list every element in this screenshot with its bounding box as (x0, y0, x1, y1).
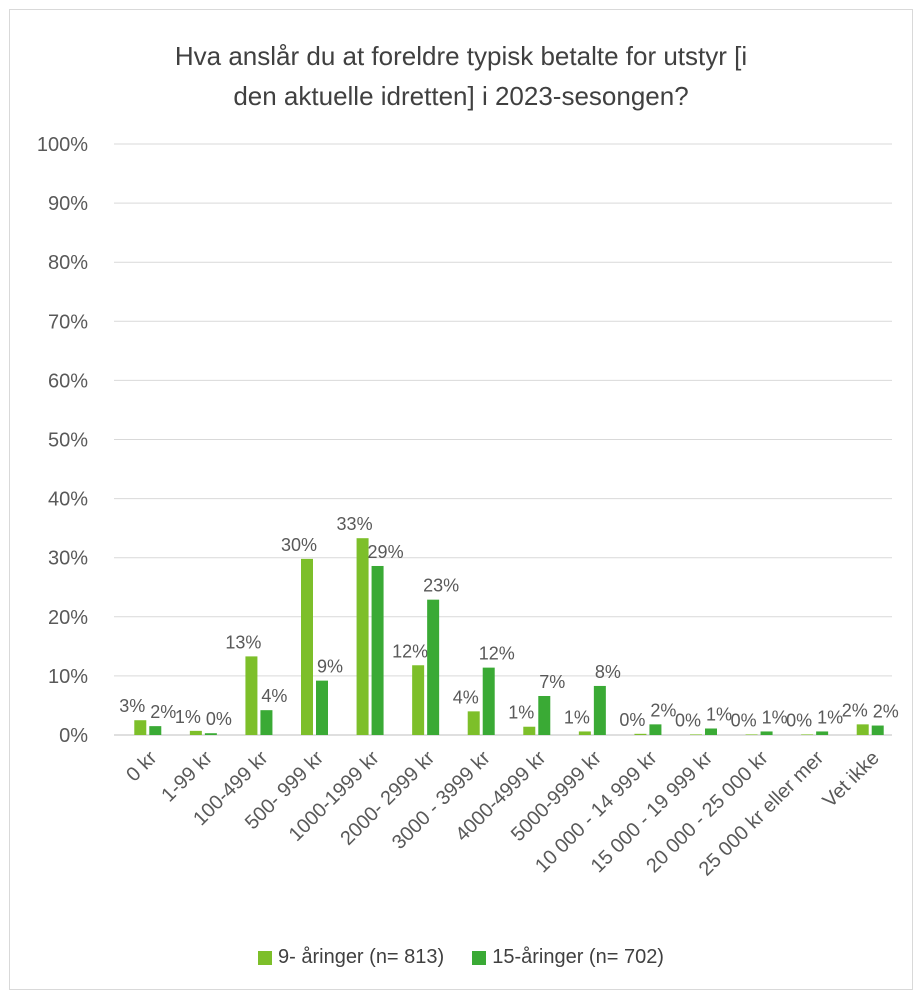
bar-series-2 (593, 685, 606, 735)
data-label-series-1: 1% (508, 703, 534, 723)
chart-plot-area: 0%10%20%30%40%50%60%70%80%90%100%3% 2%0 k… (37, 134, 899, 880)
data-label-series-2: 1% (817, 707, 843, 727)
bar-series-1 (412, 665, 425, 735)
bar-series-1 (245, 656, 258, 735)
bar-series-1 (856, 724, 869, 735)
bar-series-2 (204, 733, 217, 735)
bar-series-1 (634, 733, 647, 735)
y-tick-label: 80% (48, 252, 88, 274)
bar-series-1 (301, 558, 313, 735)
chart-title-line-2: den aktuelle idretten] i 2023-sesongen? (233, 81, 689, 111)
bar-series-1 (578, 731, 591, 735)
data-label-series-2: 2% (150, 702, 176, 722)
data-label-series-2: 23% (423, 576, 459, 596)
data-label-series-2: 8% (595, 662, 621, 682)
y-tick-label: 0% (59, 725, 88, 747)
bar-series-2 (371, 565, 384, 735)
y-tick-label: 30% (48, 548, 88, 570)
bar-series-1 (467, 711, 480, 735)
data-label-series-1: 0% (786, 710, 812, 730)
y-tick-label: 60% (48, 370, 88, 392)
x-tick-label: Vet ikke (819, 747, 884, 812)
bar-series-2 (705, 728, 717, 735)
bar-series-1 (690, 734, 702, 735)
data-label-series-2: 2% (873, 702, 899, 722)
x-tick-label: 3000 - 3999 kr (388, 747, 495, 854)
data-label-series-1: 33% (337, 514, 373, 534)
chart-title-line-1: Hva anslår du at foreldre typisk betalte… (174, 41, 748, 71)
data-label-series-1: 30% (281, 535, 317, 555)
bar-series-1 (356, 538, 369, 735)
data-label-series-1: 12% (392, 641, 428, 661)
bar-series-2 (538, 695, 551, 735)
bar-series-1 (523, 726, 536, 735)
data-label-series-1: 0% (675, 710, 701, 730)
data-label-series-2: 0% (206, 709, 232, 729)
data-label-series-2: 4% (261, 686, 287, 706)
y-tick-label: 10% (48, 666, 88, 688)
data-label-series-2: 2% (650, 700, 676, 720)
data-label-series-1: 2% (842, 700, 868, 720)
data-label-series-2: 12% (479, 644, 515, 664)
bar-series-1 (801, 734, 814, 735)
legend-label-series-1: 9- åringer (n= 813) (278, 946, 445, 968)
bar-series-2 (649, 724, 662, 735)
bar-series-2 (760, 731, 773, 735)
data-label-series-2: 7% (539, 672, 565, 692)
legend-item-series-1: 9- åringer (n= 813) (258, 946, 444, 969)
legend-item-series-2: 15-åringer (n= 702) (472, 946, 664, 969)
legend-label-series-2: 15-åringer (n= 702) (492, 946, 664, 968)
data-label-series-2: 1% (762, 707, 788, 727)
bar-series-2 (149, 726, 162, 735)
y-tick-label: 100% (37, 134, 88, 156)
bar-series-2 (260, 710, 273, 735)
data-label-series-1: 0% (731, 710, 757, 730)
chart-frame (9, 9, 913, 990)
bar-series-1 (745, 734, 758, 735)
chart-legend: 9- åringer (n= 813) 15-åringer (n= 702) (0, 946, 922, 969)
data-label-series-2: 9% (317, 657, 343, 677)
legend-swatch-series-1 (258, 950, 272, 965)
data-label-series-1: 3% (119, 696, 145, 716)
bar-series-2 (427, 599, 440, 735)
data-label-series-1: 13% (225, 632, 261, 652)
y-tick-label: 40% (48, 489, 88, 511)
y-tick-label: 50% (48, 430, 88, 452)
bar-series-2 (316, 680, 328, 735)
y-tick-label: 70% (48, 311, 88, 333)
data-label-series-2: 1% (706, 704, 732, 724)
bar-series-2 (482, 667, 495, 735)
bar-series-1 (189, 730, 202, 735)
data-label-series-1: 1% (564, 707, 590, 727)
data-label-series-1: 1% (175, 707, 201, 727)
data-label-series-1: 0% (619, 710, 645, 730)
bar-series-2 (816, 731, 829, 735)
data-label-series-1: 4% (453, 687, 479, 707)
x-tick-label: 0 kr (122, 747, 161, 786)
legend-swatch-series-2 (472, 950, 487, 965)
chart-title: Hva anslår du at foreldre typisk betalte… (0, 36, 922, 116)
data-label-series-2: 29% (368, 542, 404, 562)
bar-series-1 (134, 720, 147, 735)
y-tick-label: 20% (48, 607, 88, 629)
y-tick-label: 90% (48, 193, 88, 215)
bar-series-2 (871, 725, 884, 735)
